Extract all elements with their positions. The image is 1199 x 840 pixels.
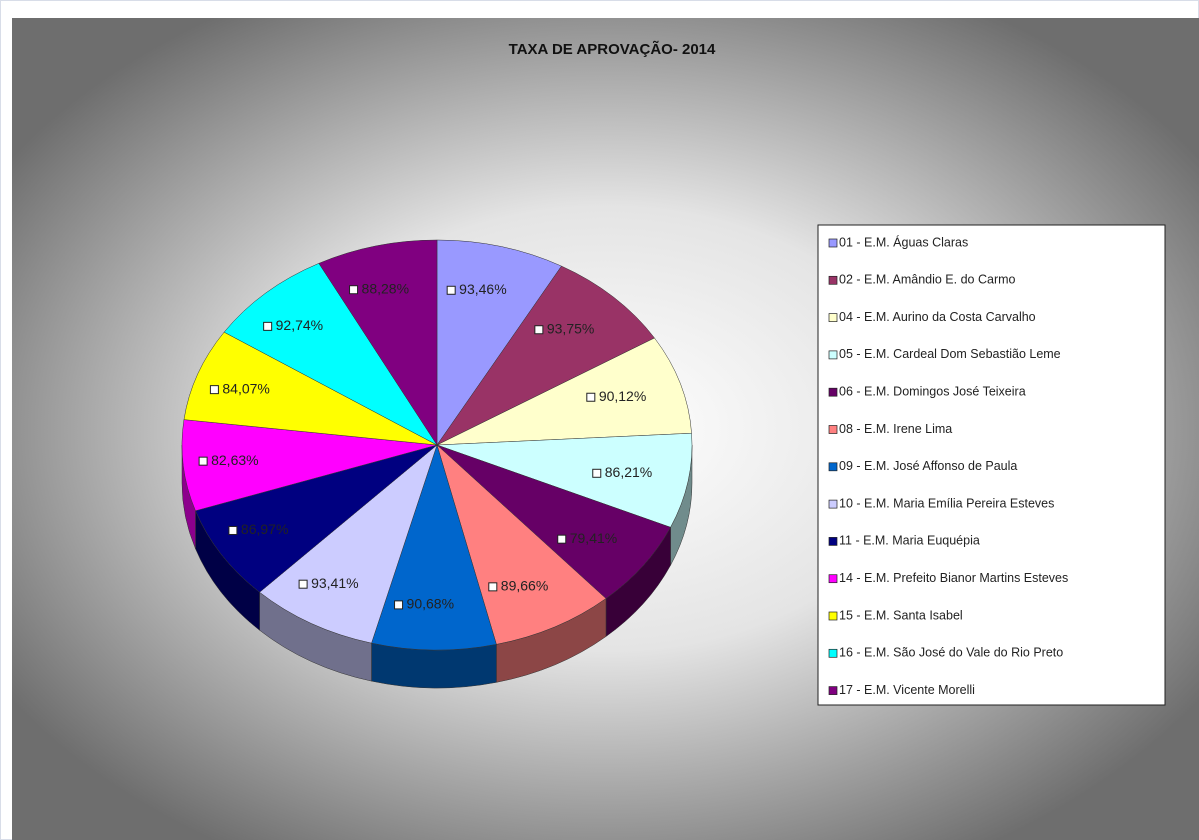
data-label: 79,41%: [570, 530, 617, 546]
pie-slice: [371, 444, 497, 651]
legend-swatch: [828, 499, 838, 509]
pie-slice: [436, 432, 693, 528]
data-label: 82,63%: [211, 452, 258, 468]
label-marker: [534, 325, 544, 335]
data-label: 93,46%: [459, 281, 506, 297]
legend-label: 09 - E.M. José Affonso de Paula: [839, 459, 1017, 473]
pie-slice: [436, 337, 692, 446]
legend-swatch: [828, 686, 838, 695]
legend-swatch: [828, 462, 838, 472]
data-label: 86,21%: [605, 464, 652, 480]
data-label: 88,28%: [362, 280, 409, 296]
legend-label: 08 - E.M. Irene Lima: [839, 422, 952, 436]
legend-swatch: [828, 313, 838, 322]
pie-slice: [436, 444, 607, 645]
label-marker: [209, 385, 219, 395]
legend-swatch: [828, 275, 838, 285]
label-marker: [394, 600, 404, 610]
label-marker: [228, 525, 238, 535]
label-marker: [349, 285, 359, 295]
pie-slice: [259, 444, 438, 644]
pie-slice: [223, 263, 438, 446]
legend-label: 05 - E.M. Cardeal Dom Sebastião Leme: [839, 347, 1061, 361]
data-label: 89,66%: [501, 578, 548, 594]
label-marker: [298, 579, 308, 589]
label-marker: [488, 582, 498, 592]
legend-label: 01 - E.M. Águas Claras: [839, 234, 968, 249]
data-label: 86,97%: [241, 521, 288, 537]
legend-swatch: [828, 387, 838, 397]
legend-swatch: [828, 425, 838, 434]
legend-label: 02 - E.M. Amândio E. do Carmo: [839, 273, 1016, 287]
pie-slice: [318, 239, 438, 446]
data-label: 90,68%: [407, 596, 454, 612]
data-label: 90,12%: [599, 388, 646, 404]
legend-label: 06 - E.M. Domingos José Teixeira: [839, 384, 1026, 398]
legend-swatch: [828, 648, 838, 658]
label-marker: [198, 456, 208, 466]
legend: [817, 224, 1166, 706]
label-marker: [586, 392, 596, 402]
data-label: 92,74%: [276, 317, 323, 333]
data-label: 84,07%: [222, 380, 269, 396]
pie-slice: [181, 419, 438, 512]
legend-label: 14 - E.M. Prefeito Bianor Martins Esteve…: [839, 571, 1068, 585]
pie-slice: [195, 444, 438, 593]
chart-title: TAXA DE APROVAÇÃO- 2014: [509, 40, 716, 58]
pie-slice: [436, 444, 671, 599]
legend-label: 15 - E.M. Santa Isabel: [839, 608, 963, 622]
pie-slice: [183, 331, 438, 446]
label-marker: [263, 321, 273, 331]
label-marker: [557, 534, 567, 544]
legend-swatch: [828, 537, 838, 546]
pie-slice: [436, 239, 562, 446]
data-label: 93,75%: [547, 320, 594, 336]
data-label: 93,41%: [311, 575, 358, 591]
pie-slice: [436, 265, 655, 446]
legend-label: 04 - E.M. Aurino da Costa Carvalho: [839, 310, 1036, 324]
label-marker: [592, 468, 602, 478]
legend-label: 11 - E.M. Maria Euquépia: [839, 534, 980, 548]
legend-swatch: [828, 238, 838, 248]
legend-label: 16 - E.M. São José do Vale do Rio Preto: [839, 646, 1063, 660]
legend-swatch: [828, 350, 838, 360]
legend-swatch: [828, 574, 838, 584]
legend-label: 10 - E.M. Maria Emília Pereira Esteves: [839, 496, 1054, 510]
legend-label: 17 - E.M. Vicente Morelli: [839, 683, 975, 697]
label-marker: [446, 285, 456, 295]
legend-swatch: [828, 611, 838, 621]
